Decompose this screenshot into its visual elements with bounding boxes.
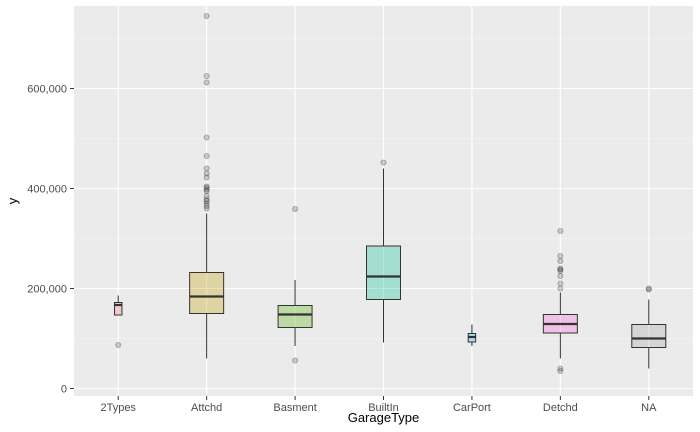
outlier-point — [557, 265, 564, 272]
outlier-point — [557, 285, 564, 292]
outlier-point — [203, 184, 210, 191]
x-tick-label: Attchd — [191, 402, 222, 414]
x-tick-label: 2Types — [100, 402, 136, 414]
outlier-point — [557, 367, 564, 374]
box-series — [113, 12, 667, 374]
outlier-point — [203, 205, 210, 212]
outlier-point — [203, 196, 210, 203]
iqr-box — [189, 272, 225, 314]
outlier-point — [203, 79, 210, 86]
box-builtin — [366, 159, 401, 343]
outlier-point — [203, 174, 210, 181]
outlier-point — [203, 197, 210, 204]
outlier-point — [115, 341, 122, 348]
y-tick-label: 200,000 — [27, 284, 67, 296]
outlier-point — [203, 152, 210, 159]
box-basment — [277, 205, 313, 364]
x-tick-label: NA — [641, 402, 657, 414]
y-axis-title: y — [5, 197, 20, 204]
outlier-point — [203, 73, 210, 80]
iqr-box — [113, 302, 123, 316]
iqr-box — [366, 245, 401, 300]
y-tick-label: 400,000 — [27, 184, 67, 196]
outlier-point — [203, 165, 210, 172]
x-tick-label: Detchd — [543, 402, 578, 414]
y-axis: 0 200,000 400,000 600,000 — [27, 84, 74, 396]
outlier-point — [380, 159, 387, 166]
box-attchd — [189, 12, 225, 359]
box-detchd — [542, 227, 578, 374]
outlier-point — [557, 280, 564, 287]
x-tick-label: CarPort — [453, 402, 491, 414]
outlier-point — [292, 357, 299, 364]
outlier-point — [645, 286, 652, 293]
box-2types — [113, 295, 123, 348]
iqr-box — [631, 324, 667, 348]
x-tick-label: BuiltIn — [368, 402, 399, 414]
outlier-point — [292, 205, 299, 212]
box-na — [631, 285, 667, 369]
x-axis: 2Types Attchd Basment BuiltIn CarPort Detchd N… — [100, 396, 657, 414]
outlier-point — [557, 252, 564, 259]
y-tick-label: 0 — [61, 384, 67, 396]
outlier-point — [557, 365, 564, 372]
outlier-point — [203, 183, 210, 190]
outlier-point — [203, 200, 210, 207]
outlier-point — [557, 266, 564, 273]
outlier-point — [203, 170, 210, 177]
y-tick-label: 600,000 — [27, 84, 67, 96]
x-axis-title: GarageType — [348, 410, 420, 425]
outlier-point — [203, 134, 210, 141]
outlier-point — [203, 192, 210, 199]
outlier-point — [203, 187, 210, 194]
x-tick-label: Basment — [273, 402, 316, 414]
iqr-box — [277, 305, 313, 328]
outlier-point — [645, 285, 652, 292]
outlier-point — [557, 257, 564, 264]
box-carport — [467, 324, 477, 346]
outlier-point — [557, 227, 564, 234]
outlier-point — [203, 186, 210, 193]
outlier-point — [557, 267, 564, 274]
outlier-point — [203, 202, 210, 209]
outlier-point — [557, 272, 564, 279]
outlier-point — [203, 12, 210, 19]
